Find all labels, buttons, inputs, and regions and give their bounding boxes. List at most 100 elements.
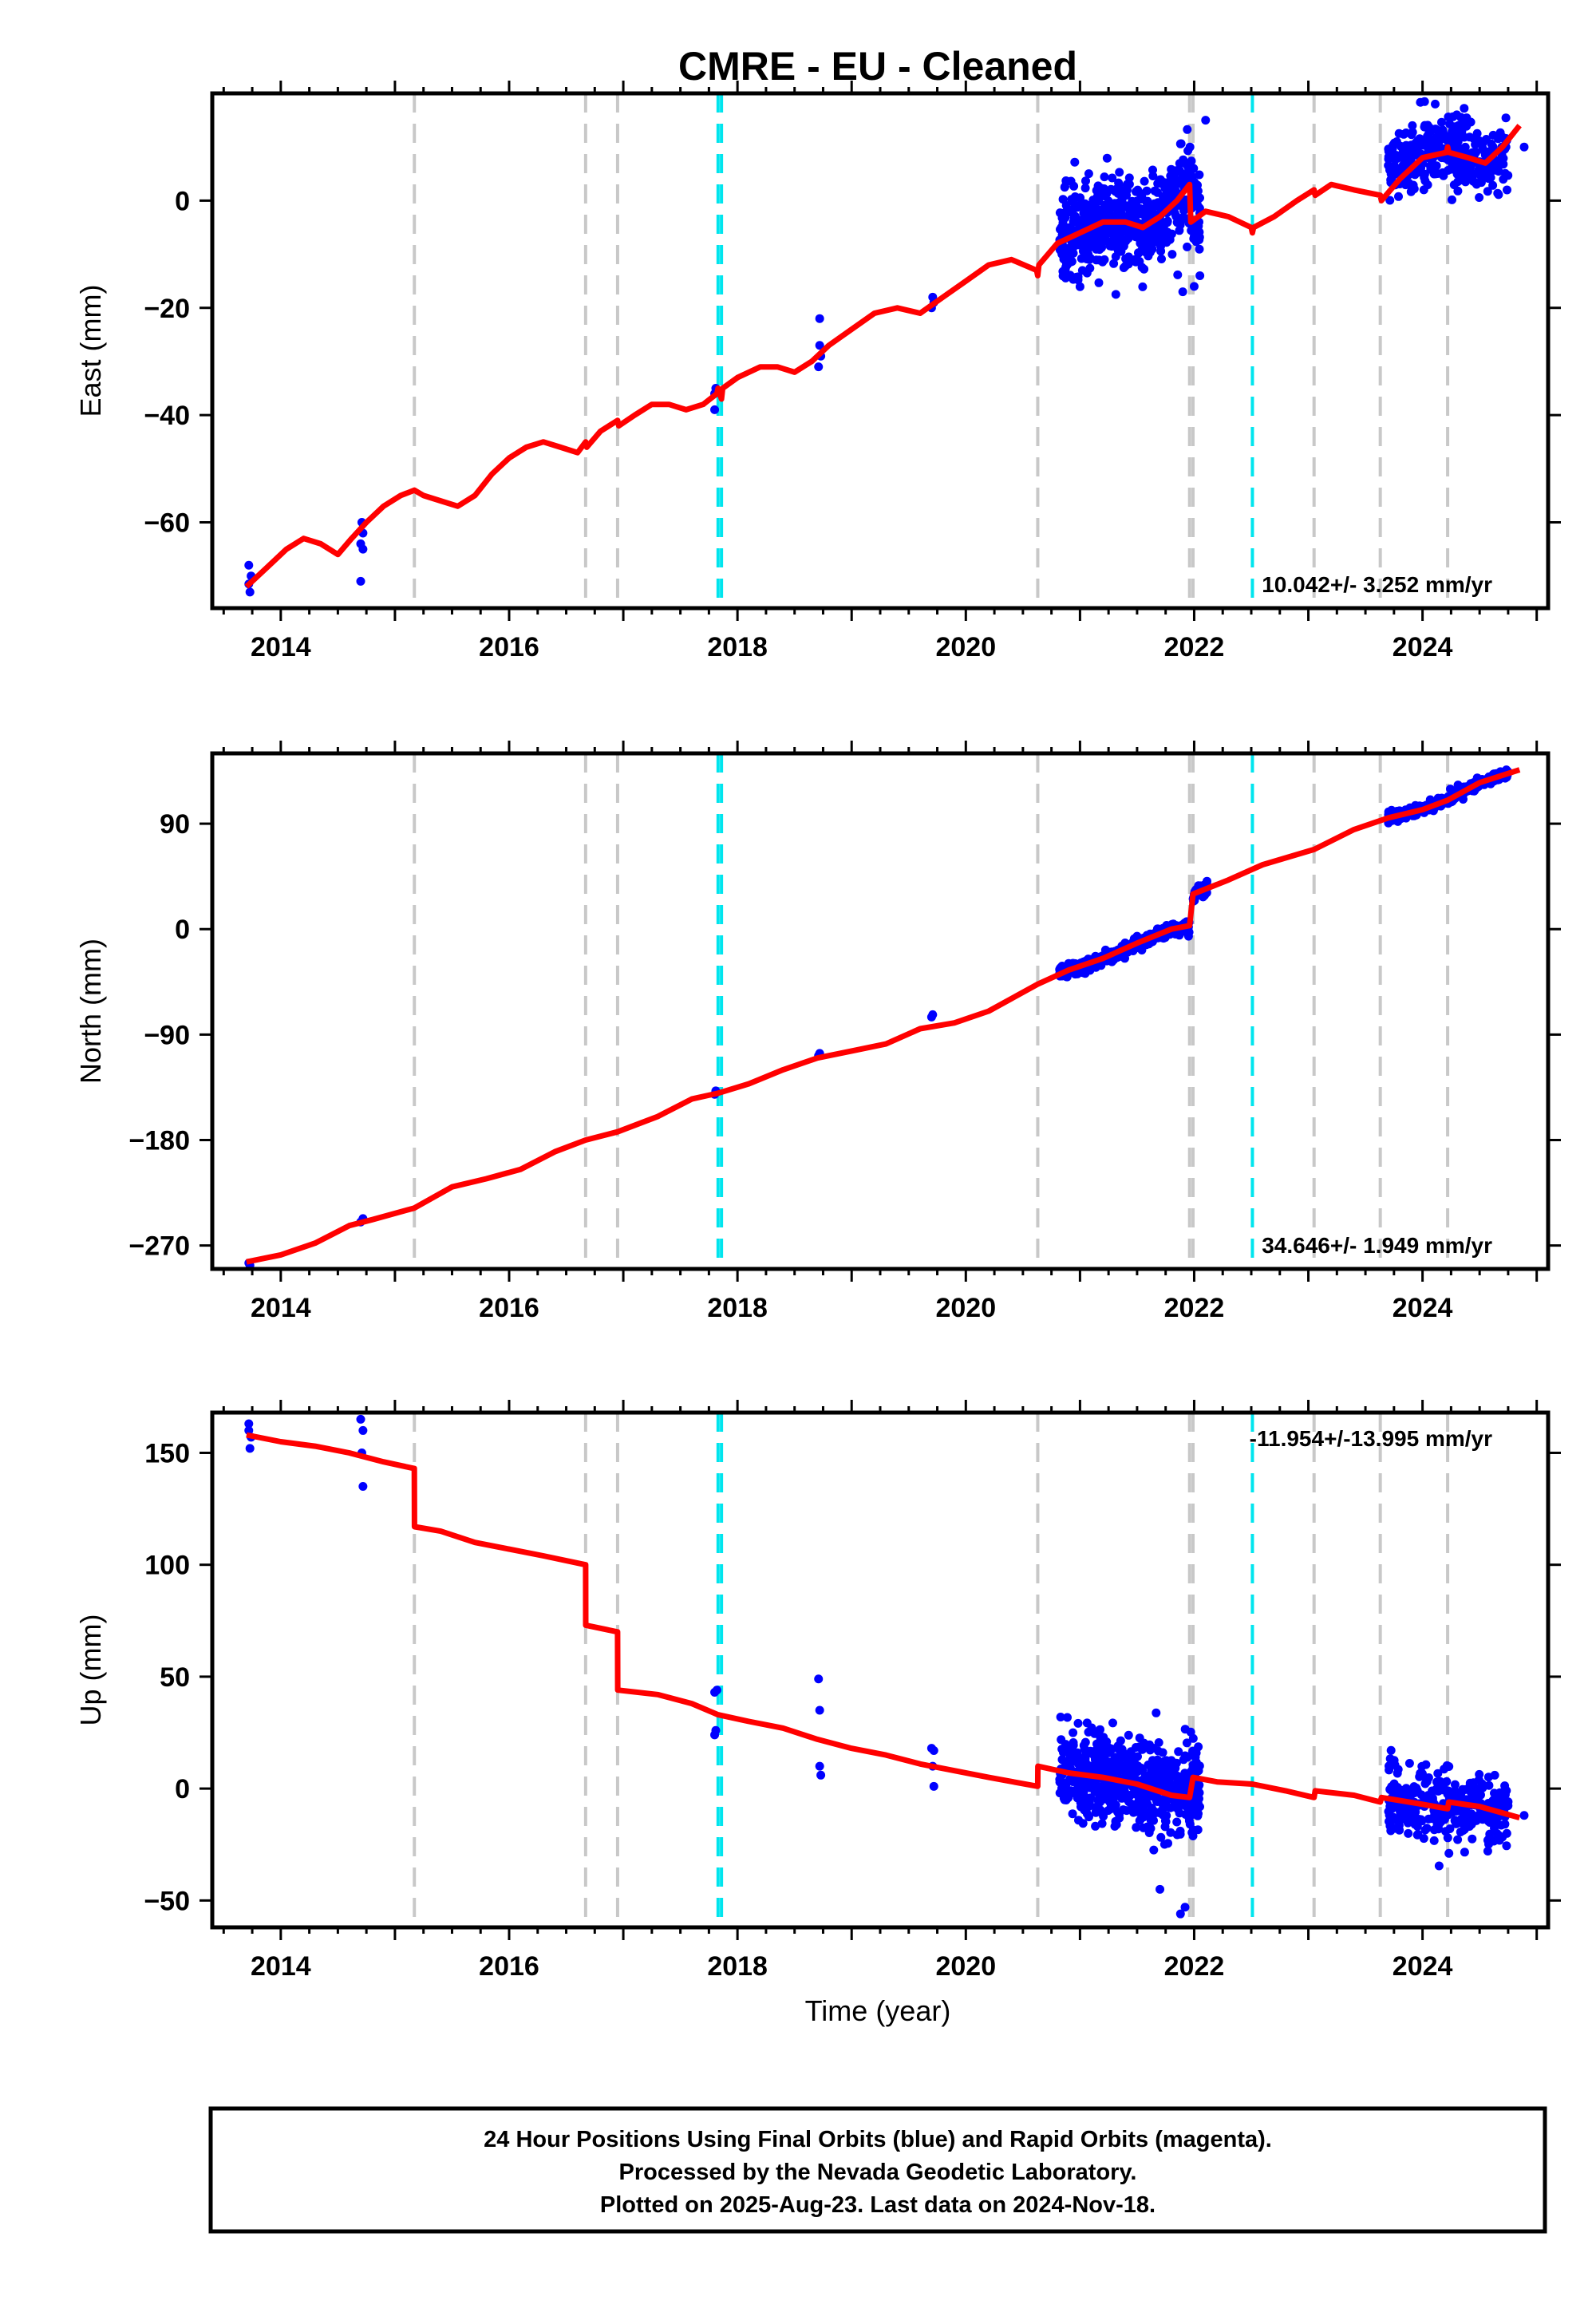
up-data-point	[1100, 1779, 1110, 1788]
footer-line-3: Plotted on 2025-Aug-23. Last data on 202…	[600, 2192, 1156, 2218]
east-data-point	[1166, 171, 1175, 180]
up-data-point	[1097, 1819, 1107, 1828]
east-data-point	[1176, 139, 1186, 148]
east-data-point	[1088, 202, 1097, 211]
up-data-point	[1492, 1798, 1502, 1808]
up-data-point	[1091, 1821, 1100, 1831]
east-y-axis-label: East (mm)	[74, 285, 107, 417]
up-data-point	[1130, 1766, 1140, 1775]
up-data-point	[1063, 1713, 1072, 1722]
east-plot-area	[244, 93, 1529, 608]
up-data-point	[1468, 1834, 1477, 1844]
east-y-tick-label: −20	[144, 294, 190, 324]
up-data-point	[1069, 1757, 1078, 1766]
up-data-point	[1460, 1848, 1469, 1857]
east-data-point	[1138, 282, 1148, 291]
north-x-tick-label: 2024	[1393, 1293, 1453, 1323]
up-data-point	[1163, 1839, 1172, 1848]
up-data-point	[1167, 1756, 1176, 1765]
up-data-point	[1429, 1825, 1439, 1835]
east-data-point	[1454, 143, 1464, 152]
up-data-point	[1404, 1759, 1414, 1768]
east-data-point	[1140, 264, 1149, 274]
up-outlier-point	[1175, 1909, 1185, 1919]
up-data-point	[1404, 1828, 1413, 1838]
east-data-point	[1094, 278, 1104, 287]
east-data-point	[1075, 237, 1084, 247]
up-data-point	[929, 1781, 938, 1791]
east-data-point	[1067, 207, 1077, 217]
up-data-point	[1116, 1736, 1125, 1745]
up-data-point	[1393, 1765, 1403, 1774]
east-data-point	[1080, 213, 1089, 223]
up-data-point	[1492, 1829, 1502, 1838]
up-data-point	[1066, 1788, 1076, 1798]
east-data-point	[1148, 165, 1157, 175]
east-data-point	[1117, 199, 1127, 208]
east-data-point	[1093, 232, 1103, 242]
up-data-point	[1444, 1762, 1454, 1771]
up-data-point	[1392, 1788, 1401, 1798]
east-data-point	[1148, 244, 1157, 254]
up-data-point	[1057, 1735, 1066, 1745]
east-data-point	[1111, 252, 1120, 261]
east-data-point	[1061, 264, 1070, 274]
east-data-point	[1499, 153, 1508, 163]
east-data-point	[1105, 241, 1115, 251]
up-data-point	[1061, 1796, 1071, 1804]
figure-title: CMRE - EU - Cleaned	[678, 44, 1077, 89]
up-data-point	[1091, 1808, 1100, 1817]
up-data-point	[1489, 1836, 1499, 1846]
east-data-point	[1445, 119, 1455, 128]
east-model-line	[244, 124, 1522, 589]
footer-box	[208, 2106, 1547, 2234]
up-data-point	[1139, 1823, 1148, 1832]
east-data-point	[1448, 127, 1457, 136]
east-outlier-point	[1195, 271, 1205, 280]
up-data-point	[1127, 1800, 1136, 1809]
east-data-point	[1386, 169, 1396, 179]
up-data-point	[1171, 1781, 1181, 1791]
east-data-point	[1448, 195, 1456, 204]
up-y-tick-label: 100	[144, 1551, 190, 1581]
up-data-point	[1144, 1740, 1154, 1749]
up-data-point	[1499, 1791, 1507, 1800]
up-data-point	[815, 1705, 824, 1715]
east-data-point	[1420, 140, 1429, 149]
north-y-tick-label: −180	[128, 1126, 190, 1156]
up-data-point	[1057, 1784, 1066, 1793]
up-data-point	[1421, 1760, 1431, 1769]
north-y-tick-label: −270	[128, 1231, 190, 1262]
east-data-point	[1480, 170, 1490, 180]
east-y-tick-label: −40	[144, 401, 190, 431]
up-data-point	[1393, 1816, 1402, 1825]
east-data-point	[1175, 220, 1185, 230]
up-data-point	[1062, 1761, 1072, 1770]
up-data-point	[1122, 1806, 1132, 1816]
up-x-tick-label: 2022	[1164, 1951, 1225, 1982]
east-data-point	[1157, 255, 1166, 263]
east-data-point	[1073, 275, 1083, 285]
east-data-point	[1408, 121, 1417, 130]
up-data-point	[1174, 1747, 1183, 1757]
east-data-point	[1134, 248, 1144, 258]
east-data-point	[1142, 186, 1152, 196]
east-data-point	[1140, 176, 1149, 186]
up-data-point	[1057, 1777, 1066, 1787]
up-data-point	[1175, 1772, 1184, 1781]
up-data-point	[1068, 1809, 1077, 1819]
east-data-point	[1102, 189, 1112, 198]
east-data-point	[1092, 255, 1101, 265]
east-data-point	[1193, 180, 1202, 190]
east-data-point	[1153, 188, 1162, 197]
up-data-point	[1108, 1763, 1118, 1773]
east-dense-data-0	[1055, 124, 1204, 299]
x-axis-label: Time (year)	[805, 1994, 951, 2027]
east-y-tick-label: −60	[144, 508, 190, 539]
up-data-point	[1476, 1790, 1485, 1800]
up-y-axis-label: Up (mm)	[74, 1614, 107, 1726]
east-data-point	[815, 314, 824, 323]
up-data-point	[1132, 1743, 1140, 1752]
east-data-point	[1077, 200, 1086, 209]
